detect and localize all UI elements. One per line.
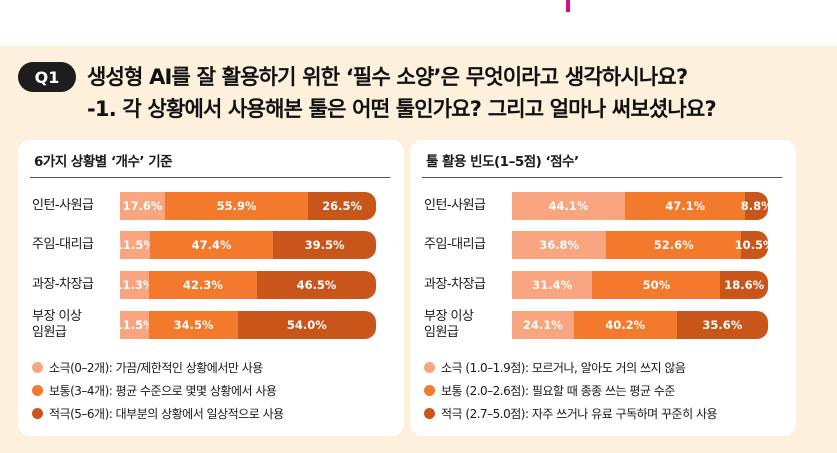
- accent-marker: [566, 0, 570, 12]
- legend-dot-icon: [32, 385, 43, 396]
- bar-segment: 47.4%: [149, 231, 274, 259]
- bar-segment: 35.6%: [676, 311, 768, 339]
- top-bar: [0, 0, 837, 46]
- legend-item: 보통(3–4개): 평균 수준으로 몇몇 상황에서 사용: [32, 382, 277, 399]
- stacked-bar: 17.6% 55.9% 26.5%: [120, 192, 376, 220]
- category-label-line: 부장 이상: [424, 309, 474, 324]
- category-label-line: 인턴-사원급: [32, 198, 94, 213]
- legend-label: 적극(5–6개): 대부분의 상황에서 일상적으로 사용: [49, 407, 284, 421]
- category-label-line: 주임-대리급: [32, 237, 94, 252]
- title-divider: [422, 177, 782, 178]
- category-label: 주임-대리급: [32, 237, 94, 253]
- category-label-line: 과장-차장급: [424, 277, 486, 292]
- legend-label: 소극 (1.0–1.9점): 모르거나, 알아도 거의 쓰지 않음: [441, 361, 686, 375]
- legend-item: 소극(0–2개): 가끔/제한적인 상황에서만 사용: [32, 359, 263, 376]
- bar-segment: 55.9%: [165, 192, 309, 220]
- bar-segment: 50%: [592, 271, 721, 299]
- stacked-bar: 36.8%52.6%10.5%: [512, 231, 768, 259]
- legend-dot-icon: [424, 385, 435, 396]
- count-chart-card: 6가지 상황별 ‘개수’ 기준 인턴-사원급 17.6% 55.9% 26.5% 주임-…: [18, 140, 404, 436]
- category-label: 부장 이상 임원급: [424, 309, 474, 341]
- category-label-line: 과장-차장급: [32, 277, 94, 292]
- title-divider: [30, 177, 390, 178]
- category-label-line: 인턴-사원급: [424, 198, 486, 213]
- bar-segment: 24.1%: [512, 311, 574, 339]
- question-badge: Q1: [18, 62, 76, 92]
- bar-segment: 10.5%: [735, 231, 768, 259]
- legend-label: 보통(3–4개): 평균 수준으로 몇몇 상황에서 사용: [49, 384, 277, 398]
- category-label: 과장-차장급: [424, 277, 486, 293]
- category-label-line: 임원급: [32, 325, 67, 340]
- category-label: 인턴-사원급: [424, 198, 486, 214]
- category-label: 부장 이상 임원급: [32, 309, 82, 341]
- bar-segment: 26.5%: [308, 192, 376, 220]
- bar-segment: 11.5%: [120, 311, 155, 339]
- bar-segment: 8.8%: [741, 192, 768, 220]
- question-title: 생성형 AI를 잘 활용하기 위한 ‘필수 소양’은 무엇이라고 생각하시나요?…: [87, 61, 717, 125]
- bar-segment: 44.1%: [512, 192, 625, 220]
- question-line-2: -1. 각 상황에서 사용해본 툴은 어떤 툴인가요? 그리고 얼마나 써보셨나…: [87, 97, 717, 121]
- legend-item: 적극 (2.7–5.0점): 자주 쓰거나 유료 구독하며 꾸준히 사용: [424, 405, 718, 422]
- legend-label: 소극(0–2개): 가끔/제한적인 상황에서만 사용: [49, 361, 263, 375]
- legend-dot-icon: [424, 362, 435, 373]
- legend-item: 보통 (2.0–2.6점): 필요할 때 종종 쓰는 평균 수준: [424, 382, 675, 399]
- bar-segment: 31.4%: [512, 271, 593, 299]
- category-label: 주임-대리급: [424, 237, 486, 253]
- bar-segment: 11.3%: [120, 271, 154, 299]
- stacked-bar: 11.5%47.4%39.5%: [120, 231, 376, 259]
- legend-dot-icon: [32, 362, 43, 373]
- stacked-bar: 11.5%34.5%54.0%: [120, 311, 376, 339]
- category-label-line: 부장 이상: [32, 309, 82, 324]
- bar-segment: 47.1%: [624, 192, 746, 220]
- stacked-bar: 24.1% 40.2% 35.6%: [512, 311, 768, 339]
- category-label-line: 임원급: [424, 325, 459, 340]
- legend-label: 보통 (2.0–2.6점): 필요할 때 종종 쓰는 평균 수준: [441, 384, 675, 398]
- stacked-bar: 11.3%42.3%46.5%: [120, 271, 376, 299]
- legend-item: 적극(5–6개): 대부분의 상황에서 일상적으로 사용: [32, 405, 284, 422]
- chart-title: 6가지 상황별 ‘개수’ 기준: [34, 154, 173, 170]
- legend-dot-icon: [424, 408, 435, 419]
- legend-item: 소극 (1.0–1.9점): 모르거나, 알아도 거의 쓰지 않음: [424, 359, 686, 376]
- category-label-line: 주임-대리급: [424, 237, 486, 252]
- category-label: 인턴-사원급: [32, 198, 94, 214]
- category-label: 과장-차장급: [32, 277, 94, 293]
- legend-label: 적극 (2.7–5.0점): 자주 쓰거나 유료 구독하며 꾸준히 사용: [441, 407, 718, 421]
- legend-dot-icon: [32, 408, 43, 419]
- bar-segment: 39.5%: [273, 231, 376, 259]
- stacked-bar: 31.4% 50% 18.6%: [512, 271, 768, 299]
- chart-title: 툴 활용 빈도(1–5점) ‘점수’: [426, 154, 579, 170]
- question-line-1: 생성형 AI를 잘 활용하기 위한 ‘필수 소양’은 무엇이라고 생각하시나요?: [87, 65, 688, 89]
- bar-segment: 36.8%: [512, 231, 607, 259]
- bar-segment: 17.6%: [120, 192, 166, 220]
- bar-segment: 18.6%: [720, 271, 768, 299]
- stacked-bar: 44.1%47.1%8.8%: [512, 192, 768, 220]
- bar-segment: 40.2%: [573, 311, 677, 339]
- bar-segment: 11.5%: [120, 231, 155, 259]
- bar-segment: 34.5%: [149, 311, 238, 339]
- bar-segment: 54.0%: [237, 311, 376, 339]
- bar-segment: 46.5%: [257, 271, 376, 299]
- score-chart-card: 툴 활용 빈도(1–5점) ‘점수’ 인턴-사원급 44.1%47.1%8.8% 주…: [410, 140, 796, 436]
- bar-segment: 42.3%: [148, 271, 258, 299]
- bar-segment: 52.6%: [606, 231, 742, 259]
